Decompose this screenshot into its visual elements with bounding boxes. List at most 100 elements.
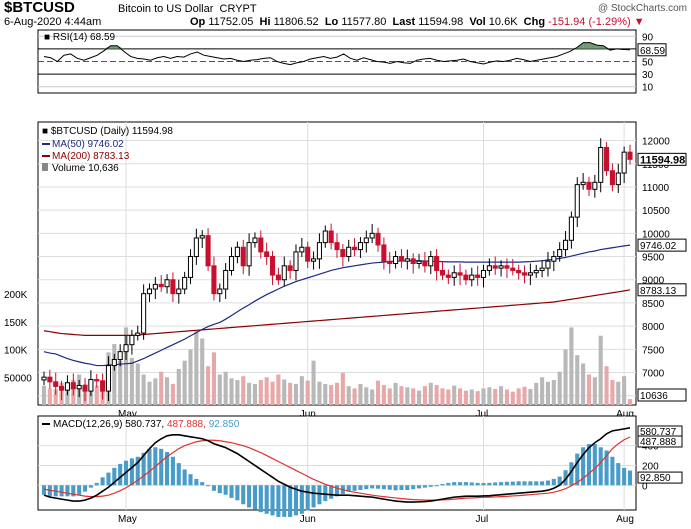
last-value: 11594.98 (418, 16, 464, 28)
candle-body (422, 260, 428, 267)
candle-body (299, 246, 305, 253)
volume-bar (370, 389, 375, 405)
price-tick-label: 8000 (642, 322, 665, 333)
macd-histogram-bar (627, 470, 633, 486)
macd-histogram-bar (334, 485, 340, 497)
volume-bar (165, 377, 170, 405)
high-label: Hi (259, 16, 271, 28)
volume-bar (247, 382, 252, 405)
candle-body (146, 288, 153, 295)
volume-bar (188, 349, 193, 405)
macd-histogram-bar (440, 483, 445, 486)
candle-body (504, 265, 510, 269)
candle-body (381, 244, 387, 262)
candle-body (258, 237, 264, 253)
signal-legend-value: 487.888, (167, 419, 209, 430)
macd-line (43, 427, 631, 503)
volume-bar (47, 388, 52, 405)
stockcharts-credit: @ StockCharts.com (597, 3, 687, 14)
candle-body (498, 265, 504, 269)
ma200-value-label-box (637, 283, 687, 297)
volume-bar (41, 385, 47, 405)
candle-body (557, 249, 563, 258)
volume-bar (563, 349, 568, 405)
macd-legend-value: 580.737, (125, 419, 167, 430)
macd-histogram-bar (481, 483, 486, 486)
volume-bar (446, 389, 451, 405)
macd-histogram-bar (364, 485, 369, 490)
macd-histogram-bar (446, 482, 451, 486)
volume-bar (522, 386, 527, 405)
macd-histogram-bar (510, 481, 515, 486)
candle-body (88, 378, 94, 392)
volume-bar (340, 372, 345, 405)
macd-histogram-bar (65, 485, 70, 497)
candle-body (475, 274, 481, 278)
macd-histogram-bar (247, 485, 252, 508)
volume-bar (311, 360, 316, 405)
candle-body (439, 269, 446, 276)
candle-body (59, 385, 65, 391)
candle-body (76, 385, 82, 390)
volume-value-label-box (637, 388, 687, 402)
candle-body (123, 344, 129, 353)
macd-histogram-bar (182, 469, 187, 486)
volume-bar (516, 388, 521, 405)
volume-bar (510, 391, 515, 405)
volume-bar (545, 381, 551, 405)
macd-histogram-bar (311, 485, 316, 508)
macd-histogram-bar (575, 453, 580, 486)
exchange-label: CRYPT (219, 3, 257, 15)
candle-body (551, 256, 557, 262)
candle-body (53, 381, 59, 387)
candle-body (410, 258, 416, 265)
volume-bar (411, 388, 416, 405)
price-tick-label: 10500 (642, 206, 670, 217)
macd-histogram-bar (422, 485, 427, 488)
candle-body (199, 235, 205, 239)
ma50-line (43, 244, 631, 367)
candle-body (492, 265, 498, 269)
last-price-label-box (637, 152, 687, 166)
volume-bar (540, 377, 545, 405)
month-label: Aug (616, 409, 634, 420)
volume-bar (182, 360, 187, 405)
volume-bar (581, 363, 586, 405)
macd-month-label: Jun (300, 514, 316, 525)
candle-body (387, 260, 393, 265)
change-value: -151.94 (-1.29%) (548, 16, 631, 28)
macd-histogram-bar (299, 485, 304, 514)
macd-histogram-bar (393, 485, 398, 491)
volume-bar (264, 377, 269, 405)
volume-bar (53, 389, 58, 405)
macd-histogram-bar (493, 482, 498, 486)
volume-bar (241, 376, 246, 405)
open-label: Op (190, 16, 206, 28)
macd-histogram-bar (499, 482, 504, 486)
rsi-value-label: 68.59 (640, 46, 665, 57)
macd-histogram-bar (346, 485, 351, 492)
macd-panel: 4002000MACD(12,26,9) 580.737, 487.888, 9… (37, 415, 683, 525)
macd-histogram-bar (370, 485, 375, 489)
volume-bar (334, 382, 340, 405)
candle-body (105, 365, 112, 392)
macd-histogram-bar (141, 452, 146, 486)
candle-body (592, 181, 598, 190)
candle-body (586, 181, 592, 190)
volume-bar (469, 389, 474, 405)
macd-histogram-bar (305, 485, 310, 511)
macd-histogram-bar (206, 485, 211, 487)
price-tick-label: 9500 (642, 253, 665, 264)
candle-body (352, 246, 358, 251)
candle-body (182, 276, 188, 290)
macd-histogram-bar (598, 447, 603, 486)
candle-body (211, 265, 217, 295)
volume-bar (194, 330, 199, 405)
macd-histogram-bar (581, 447, 586, 486)
macd-histogram-bar (118, 463, 123, 486)
volume-bar (223, 371, 228, 405)
candle-body (533, 269, 539, 274)
macd-histogram-bar (276, 485, 281, 517)
volume-bar (528, 388, 533, 405)
